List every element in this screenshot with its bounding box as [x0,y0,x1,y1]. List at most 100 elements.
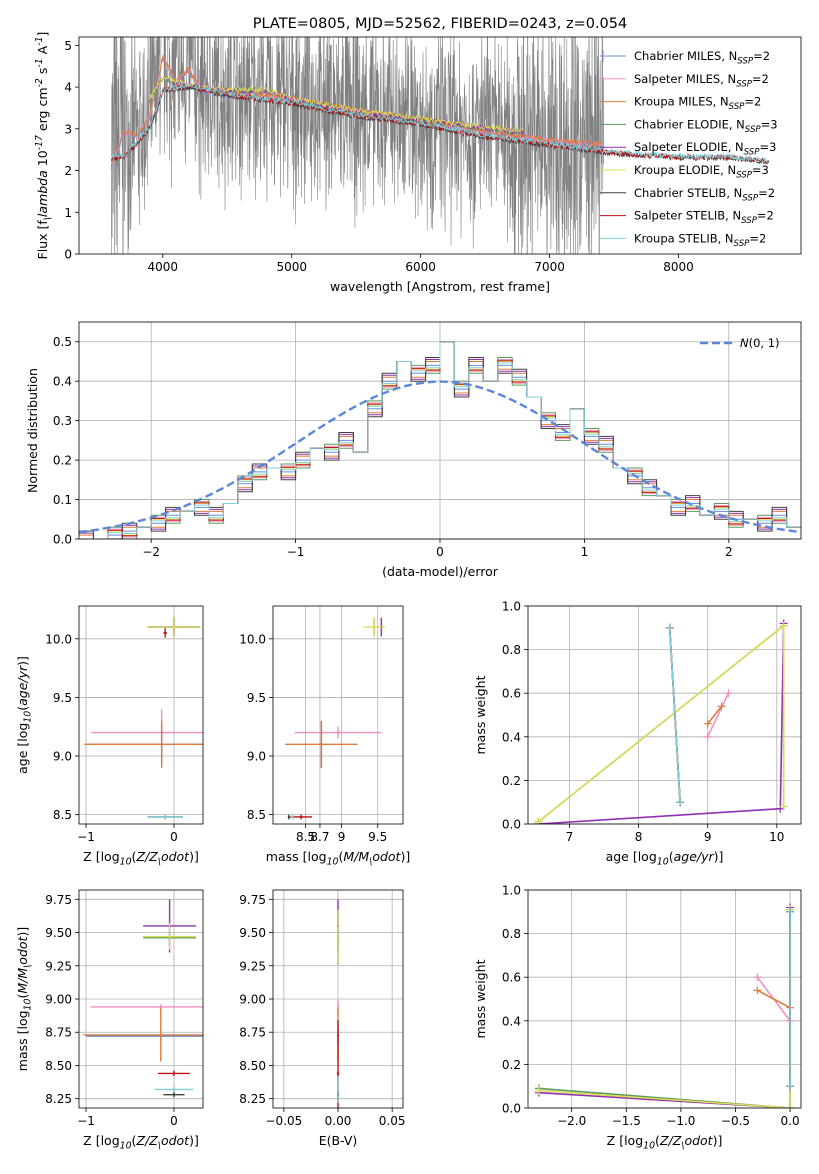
x-axis-label: Z [log10(Z/Z\odot)] [83,849,199,868]
x-axis-label: (data-model)/error [382,564,499,579]
spectrum-frame [78,36,802,255]
y-tick-label: 9.00 [45,993,72,1007]
y-tick-label: 0.8 [502,927,521,941]
y-tick-label: 8.25 [45,1092,72,1106]
age_vs_Z-plot-area [84,617,203,820]
data-point [168,935,171,938]
x-tick-label: 1 [581,545,589,559]
y-tick-label: 9.0 [53,750,72,764]
weight-line-1 [706,692,730,738]
residuals-legend: N(0, 1) [700,336,780,350]
spectrum-legend: Chabrier MILES, NSSP=2 Salpeter MILES, NS… [600,49,778,249]
data-point [160,743,163,746]
weight-line-2 [756,989,791,1009]
x-tick-label: 8.7 [310,830,329,844]
weight_vs_Z-axes: −2.0 −1.5 −1.0 −0.5 0.0 0.0 0.2 0.4 0.6 0.8 1.0 Z [… [473,884,801,1152]
mass_vs_Z-plot-area [83,899,203,1098]
age_vs_mass-plot-area [285,617,385,820]
x-tick-label: 6000 [405,260,436,274]
x-tick-label: 8.5 [296,830,315,844]
x-tick-label: 0 [170,830,178,844]
legend-entry: Chabrier MILES, NSSP=2 [634,49,770,67]
y-tick-label: 1 [64,206,72,220]
legend-entry: N(0, 1) [740,336,780,350]
y-tick-label: 9.25 [239,959,266,973]
weight-line-5 [537,623,785,823]
data-point [163,631,167,635]
legend-entry: Salpeter ELODIE, NSSP=3 [634,140,776,158]
y-tick-label: 0.1 [53,493,72,507]
y-tick-label: 9.5 [247,691,266,705]
residuals-plot-area [79,341,801,539]
data-point [291,815,294,819]
legend-entry: Chabrier ELODIE, NSSP=3 [634,117,778,135]
x-tick-label: 0 [170,1114,178,1128]
weight_vs_age-plot-area [534,619,788,824]
y-tick-label: 9.75 [239,893,266,907]
weight-line-4 [538,907,791,1108]
x-axis-label: E(B-V) [319,1133,358,1148]
x-axis-label: mass [log10(M/M\odot)] [266,849,410,868]
y-tick-label: 1.0 [502,884,521,898]
x-tick-label: 9.5 [368,830,387,844]
weight-line-5 [538,909,791,1108]
y-tick-label: 2 [64,164,72,178]
y-axis-label: mass weight [473,959,488,1038]
age_vs_mass-frame [272,605,404,825]
y-tick-label: 0.8 [502,643,521,657]
y-tick-label: 9.5 [53,691,72,705]
weight_vs_age-axes: 7 8 9 10 0.0 0.2 0.4 0.6 0.8 1.0 age [log10(age/yr… [473,600,801,868]
residuals-frame [78,321,802,540]
y-tick-label: 0.0 [502,818,521,832]
y-tick-label: 0.3 [53,414,72,428]
y-axis-label: mass weight [473,675,488,754]
y-tick-label: 0.5 [53,335,72,349]
model-spectrum-5 [149,75,524,134]
x-axis-label: wavelength [Angstrom, rest frame] [330,279,550,294]
legend-entry: Chabrier STELIB, NSSP=2 [634,186,775,204]
y-tick-label: 8.75 [45,1026,72,1040]
data-point [372,625,376,629]
y-tick-label: 10.0 [45,632,72,646]
data-point [172,1093,176,1096]
x-tick-label: 9 [338,830,346,844]
residual-histogram-8 [79,341,801,539]
legend-entry: Salpeter MILES, NSSP=2 [634,72,769,90]
x-axis-label: Z [log10(Z/Z\odot)] [607,1133,723,1152]
y-tick-label: 4 [64,81,72,95]
y-tick-label: 8.5 [247,808,266,822]
y-axis-label: Flux [f\lambda 10-17 erg cm-2 s-1 A-1] [34,32,54,260]
y-tick-label: 5 [64,39,72,53]
x-axis-label: Z [log10(Z/Z\odot)] [83,1133,199,1152]
x-tick-label: 5000 [276,260,307,274]
data-point [336,1005,340,1009]
mass_vs_Z-axes: −1 0 8.25 8.50 8.75 9.00 9.25 9.50 9.75 Z [log10(… [15,890,203,1152]
x-tick-label: 10 [769,830,784,844]
mass_vs_ebv-axes: −0.05 0.00 0.05 8.25 8.50 8.75 9.00 9.25 9.50 9.7… [239,890,406,1148]
weight-line-3 [538,909,791,1108]
y-axis-label: age [log10(age/yr)] [15,656,34,774]
observed-spectrum-line [111,37,604,254]
x-tick-label: −0.5 [721,1114,750,1128]
data-point [336,1072,340,1075]
y-tick-label: 0.2 [502,1058,521,1072]
y-tick-label: 10.0 [239,632,266,646]
y-tick-label: 0.4 [53,375,72,389]
y-tick-label: 8.50 [239,1059,266,1073]
weight-line-8 [668,627,681,803]
data-point [299,815,303,819]
x-tick-label: −0.05 [265,1114,302,1128]
mass_vs_Z-frame [78,889,204,1109]
x-tick-label: 8000 [663,260,694,274]
y-tick-label: 0.2 [502,774,521,788]
weight-line-2 [707,705,723,725]
data-point [336,1088,340,1091]
x-tick-label: −1.5 [612,1114,641,1128]
age_vs_Z-axes: −1 0 8.5 9.0 9.5 10.0 Z [log10(Z/Z\odot)] age [… [15,606,203,868]
data-point [172,625,176,629]
data-point [163,815,167,819]
y-tick-label: 8.50 [45,1059,72,1073]
x-tick-label: 7000 [534,260,565,274]
